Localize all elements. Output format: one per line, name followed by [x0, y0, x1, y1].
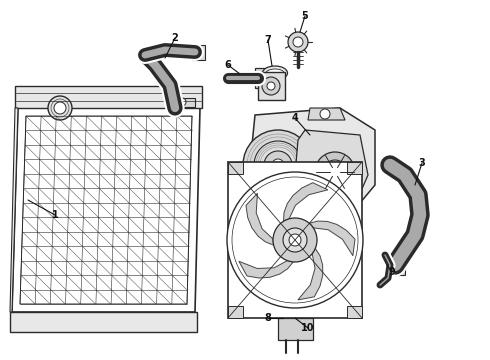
Circle shape — [267, 82, 275, 90]
Polygon shape — [347, 306, 362, 318]
Circle shape — [262, 77, 280, 95]
Circle shape — [272, 159, 284, 171]
Circle shape — [48, 96, 72, 120]
Polygon shape — [250, 108, 375, 220]
Polygon shape — [20, 116, 192, 304]
Circle shape — [289, 234, 301, 246]
Circle shape — [254, 141, 302, 189]
Polygon shape — [258, 72, 285, 100]
Text: 9: 9 — [389, 267, 395, 277]
Text: 6: 6 — [224, 60, 231, 70]
Circle shape — [323, 160, 347, 184]
Polygon shape — [239, 261, 294, 278]
Circle shape — [54, 102, 66, 114]
Ellipse shape — [263, 66, 288, 80]
Text: 3: 3 — [418, 158, 425, 168]
Polygon shape — [255, 68, 268, 88]
Text: 5: 5 — [302, 11, 308, 21]
Circle shape — [264, 151, 292, 179]
Polygon shape — [10, 108, 18, 312]
Text: 7: 7 — [265, 35, 271, 45]
Polygon shape — [10, 312, 197, 332]
Polygon shape — [192, 45, 205, 60]
Circle shape — [293, 37, 303, 47]
Text: 10: 10 — [301, 323, 315, 333]
Polygon shape — [347, 162, 362, 174]
Polygon shape — [228, 306, 243, 318]
Polygon shape — [12, 108, 200, 312]
Polygon shape — [278, 318, 313, 340]
Polygon shape — [308, 108, 345, 120]
Circle shape — [273, 218, 317, 262]
Circle shape — [256, 73, 266, 83]
Polygon shape — [295, 130, 368, 208]
Polygon shape — [228, 162, 243, 174]
Circle shape — [315, 152, 355, 192]
Text: 4: 4 — [292, 113, 298, 123]
Polygon shape — [309, 221, 355, 256]
Circle shape — [330, 167, 340, 177]
Circle shape — [243, 130, 313, 200]
Polygon shape — [385, 260, 405, 275]
Circle shape — [227, 172, 363, 308]
Polygon shape — [246, 193, 273, 245]
Ellipse shape — [266, 69, 284, 77]
Text: 2: 2 — [172, 33, 178, 43]
Polygon shape — [284, 183, 328, 221]
Circle shape — [178, 98, 186, 106]
Circle shape — [381, 251, 389, 259]
Polygon shape — [228, 162, 362, 318]
Circle shape — [320, 109, 330, 119]
Text: 1: 1 — [51, 210, 58, 220]
Text: 8: 8 — [265, 313, 271, 323]
Circle shape — [283, 228, 307, 252]
Polygon shape — [168, 98, 195, 107]
Polygon shape — [298, 248, 323, 300]
Circle shape — [288, 32, 308, 52]
Polygon shape — [15, 86, 202, 108]
